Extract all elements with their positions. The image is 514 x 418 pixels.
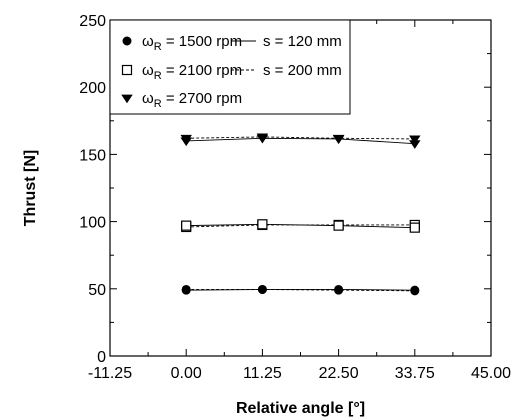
series-line bbox=[186, 289, 415, 291]
x-tick-label: 33.75 bbox=[395, 365, 435, 382]
data-point bbox=[181, 220, 192, 231]
legend: ωR = 1500 rpm ωR = 2100 rpm ωR = 2700 rpm s… bbox=[109, 19, 351, 115]
legend-line-label: s = 200 mm bbox=[263, 62, 342, 79]
data-point bbox=[409, 222, 420, 233]
y-tick-label: 150 bbox=[79, 147, 106, 164]
data-point bbox=[181, 285, 191, 295]
series-line bbox=[186, 136, 415, 140]
series-line bbox=[186, 224, 415, 228]
data-point bbox=[180, 137, 192, 147]
series-line bbox=[186, 289, 415, 292]
legend-line-label: s = 120 mm bbox=[263, 33, 342, 50]
legend-label: ωR = 2100 rpm bbox=[142, 62, 242, 82]
data-point bbox=[333, 220, 344, 231]
x-tick-label: 0.00 bbox=[171, 365, 202, 382]
series-markers bbox=[180, 133, 421, 296]
x-tick-label: 11.25 bbox=[243, 365, 282, 382]
legend-marker bbox=[122, 36, 132, 46]
data-point bbox=[409, 135, 421, 145]
data-point bbox=[256, 134, 269, 144]
y-tick-label: 100 bbox=[79, 215, 106, 232]
series-lines bbox=[186, 136, 415, 292]
y-axis-title: Thrust [N] bbox=[22, 150, 39, 226]
tick-labels: -11.25 0.00 11.25 22.50 33.75 45.00 0 50 100 150 2… bbox=[79, 13, 511, 382]
data-point bbox=[334, 284, 344, 294]
legend-label: ωR = 2700 rpm bbox=[142, 90, 242, 110]
data-point bbox=[410, 285, 420, 295]
data-point bbox=[409, 140, 421, 149]
x-tick-label: -11.25 bbox=[88, 365, 132, 382]
y-tick-label: 0 bbox=[97, 349, 106, 366]
legend-marker bbox=[121, 94, 133, 104]
x-tick-label: 45.00 bbox=[471, 365, 511, 382]
legend-marker bbox=[121, 64, 133, 76]
y-tick-label: 250 bbox=[79, 13, 106, 30]
data-point bbox=[332, 135, 345, 145]
legend-box bbox=[109, 19, 351, 115]
series-line bbox=[186, 223, 415, 229]
y-tick-label: 50 bbox=[88, 282, 106, 299]
data-point bbox=[257, 219, 268, 230]
legend-label: ωR = 1500 rpm bbox=[142, 33, 242, 53]
series-line bbox=[186, 137, 415, 145]
y-tick-label: 200 bbox=[79, 80, 106, 97]
x-axis-title: Relative angle [°] bbox=[236, 400, 365, 417]
data-point bbox=[257, 284, 267, 294]
x-tick-label: 22.50 bbox=[319, 365, 359, 382]
